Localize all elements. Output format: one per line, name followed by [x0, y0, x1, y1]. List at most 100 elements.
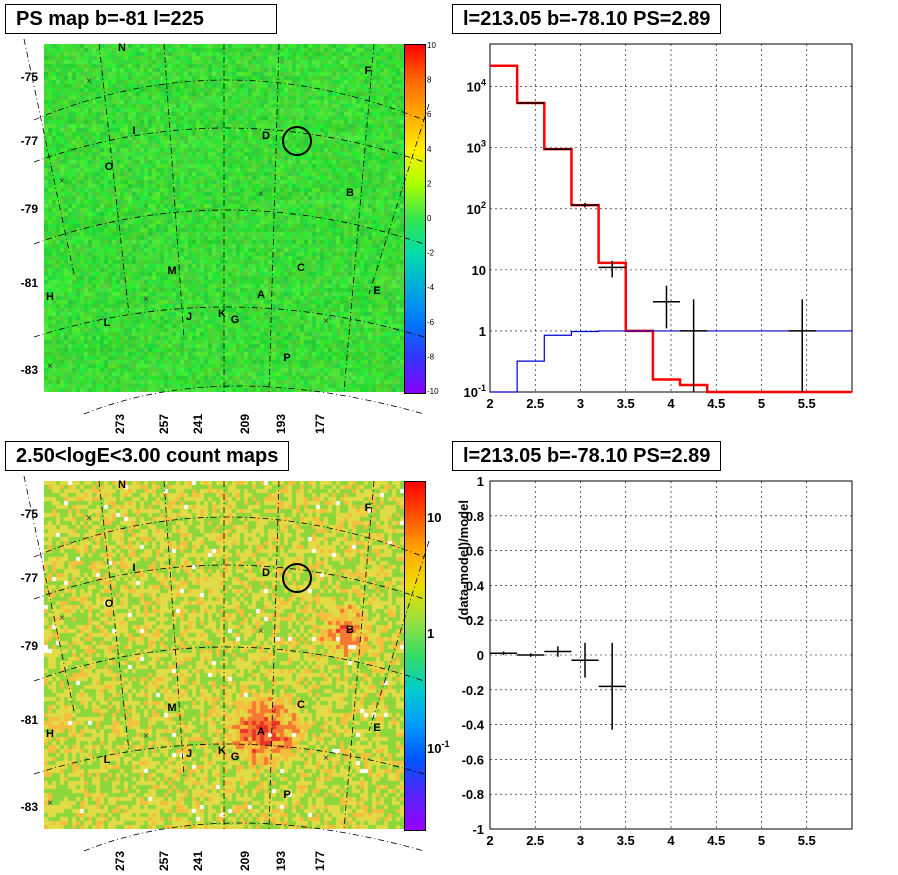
count-map-source-label-D: D — [262, 567, 270, 579]
residual-y-tick-0: 1 — [477, 474, 484, 489]
count-map-source-label-E: E — [373, 722, 380, 734]
count-map-lon-tick-0: 273 — [113, 851, 127, 871]
ps-colorbar-tick-3: 4 — [427, 145, 432, 154]
count-map-source-label-L: L — [104, 754, 111, 766]
count-map-cross-marker-2: × — [258, 626, 264, 637]
spectrum-x-tick-2: 3 — [577, 396, 584, 411]
residual-x-tick-3: 3.5 — [617, 833, 635, 848]
count-map-cross-marker-0: × — [86, 513, 92, 524]
residual-x-tick-5: 4.5 — [707, 833, 725, 848]
count-map-source-label-J: J — [186, 748, 192, 760]
spectrum-x-tick-4: 4 — [667, 396, 675, 411]
count-map-lat-arc-4 — [83, 822, 425, 852]
residual-y-tick-4: 0.2 — [466, 613, 484, 628]
count-map-title: 2.50<logE<3.00 count maps — [5, 441, 290, 471]
ps-colorbar-tick-10: -10 — [427, 387, 439, 396]
ps-colorbar-tick-7: -4 — [427, 283, 435, 292]
count-map-source-label-C: C — [297, 699, 305, 711]
ps-map-source-label-O: O — [105, 161, 114, 173]
count-map-source-label-B: B — [346, 624, 354, 636]
spectrum-x-tick-5: 4.5 — [707, 396, 725, 411]
spectrum-x-tick-0: 2 — [486, 396, 493, 411]
residual-y-tick-10: -1 — [472, 822, 484, 837]
ps-map-lon-tick-0: 273 — [113, 414, 127, 434]
spectrum-x-tick-3: 3.5 — [617, 396, 635, 411]
count-map-lat-arc-0 — [33, 516, 425, 558]
spectrum-y-tick-5: 104 — [467, 78, 486, 95]
count-map-lon-tick-5: 177 — [313, 851, 327, 871]
ps-map-source-label-M: M — [167, 265, 176, 277]
ps-map-lat-arc-3 — [33, 306, 425, 338]
count-map-source-label-A: A — [257, 726, 265, 738]
spectrum-y-tick-1: 1 — [479, 324, 486, 339]
ps-map-lon-tick-3: 209 — [238, 414, 252, 434]
count-map-source-label-P: P — [283, 789, 290, 801]
ps-map-lon-line-5 — [343, 43, 375, 393]
ps-map-lon-line-0 — [23, 38, 75, 275]
ps-colorbar-tick-4: 2 — [427, 179, 432, 188]
spectrum-step-blue-line — [490, 330, 852, 393]
residual-y-axis-label: (data-model)/model — [456, 500, 471, 620]
count-map-cross-marker-5: × — [47, 798, 53, 809]
count-map-source-label-O: O — [105, 598, 114, 610]
ps-colorbar-tick-8: -6 — [427, 318, 435, 327]
spectrum-y-tick-4: 103 — [467, 139, 486, 156]
ps-map-lat-arc-0 — [33, 79, 425, 121]
ps-colorbar-tick-0: 10 — [427, 41, 436, 50]
count-map-lat-tick-1: -77 — [21, 571, 39, 585]
ps-map-source-label-P: P — [283, 352, 290, 364]
count-colorbar-tick-1: 1 — [427, 626, 434, 641]
ps-map-source-label-F: F — [365, 65, 372, 77]
residual-x-tick-0: 2 — [486, 833, 493, 848]
ps-map-lon-line-6 — [368, 103, 430, 295]
residual-y-tick-9: -0.8 — [462, 787, 484, 802]
ps-map-lat-arc-2 — [33, 209, 425, 245]
residual-y-tick-1: 0.8 — [466, 509, 484, 524]
spectrum-y-tick-3: 102 — [467, 200, 486, 217]
ps-map-lat-tick-4: -83 — [21, 363, 39, 377]
residual-x-tick-4: 4 — [667, 833, 675, 848]
count-map-cross-marker-4: × — [323, 753, 329, 764]
ps-map-lon-tick-5: 177 — [313, 414, 327, 434]
ps-colorbar-tick-2: 6 — [427, 110, 432, 119]
spectrum-y-tick-2: 10 — [472, 263, 486, 278]
count-map-lat-arc-1 — [33, 564, 425, 600]
count-map-lon-tick-1: 257 — [157, 851, 171, 871]
ps-map-lat-tick-2: -79 — [21, 202, 39, 216]
count-colorbar-tick-2: 10-1 — [427, 739, 449, 756]
ps-map-source-label-I: I — [132, 125, 135, 137]
count-map-grid-lines — [23, 475, 430, 852]
count-map-lon-line-6 — [368, 540, 430, 732]
ps-map-source-label-H: H — [46, 291, 54, 303]
residual-y-tick-3: 0.4 — [466, 578, 485, 593]
count-map-source-label-M: M — [167, 702, 176, 714]
ps-map-source-label-C: C — [297, 262, 305, 274]
count-map-source-label-K: K — [218, 745, 226, 757]
ps-map-lat-tick-0: -75 — [21, 70, 39, 84]
ps-map-lon-tick-4: 193 — [274, 414, 288, 434]
ps-map-cross-marker-5: × — [47, 361, 53, 372]
residual-x-tick-1: 2.5 — [526, 833, 544, 848]
ps-map-cross-marker-1: × — [59, 176, 65, 187]
residual-y-tick-7: -0.4 — [462, 718, 485, 733]
count-map-lon-line-5 — [343, 480, 375, 830]
ps-map-source-circle — [282, 126, 312, 156]
ps-map-lat-arc-4 — [83, 385, 425, 415]
count-colorbar-tick-0: 10 — [427, 510, 441, 525]
count-map-cross-marker-1: × — [59, 613, 65, 624]
ps-map-lon-tick-2: 241 — [191, 414, 205, 434]
spectrum-title: l=213.05 b=-78.10 PS=2.89 — [452, 4, 722, 34]
residual-x-tick-7: 5.5 — [798, 833, 816, 848]
ps-colorbar-tick-1: 8 — [427, 76, 432, 85]
count-map-cross-marker-3: × — [143, 731, 149, 742]
count-map-source-label-F: F — [365, 502, 372, 514]
residual-title: l=213.05 b=-78.10 PS=2.89 — [452, 441, 722, 471]
count-map-source-label-G: G — [231, 751, 240, 763]
count-map-source-circle — [282, 563, 312, 593]
ps-map-lat-arc-1 — [33, 127, 425, 163]
count-map-lat-tick-2: -79 — [21, 639, 39, 653]
ps-map-lon-line-1 — [98, 43, 130, 315]
spectrum-x-tick-6: 5 — [758, 396, 765, 411]
count-map-source-label-I: I — [132, 562, 135, 574]
